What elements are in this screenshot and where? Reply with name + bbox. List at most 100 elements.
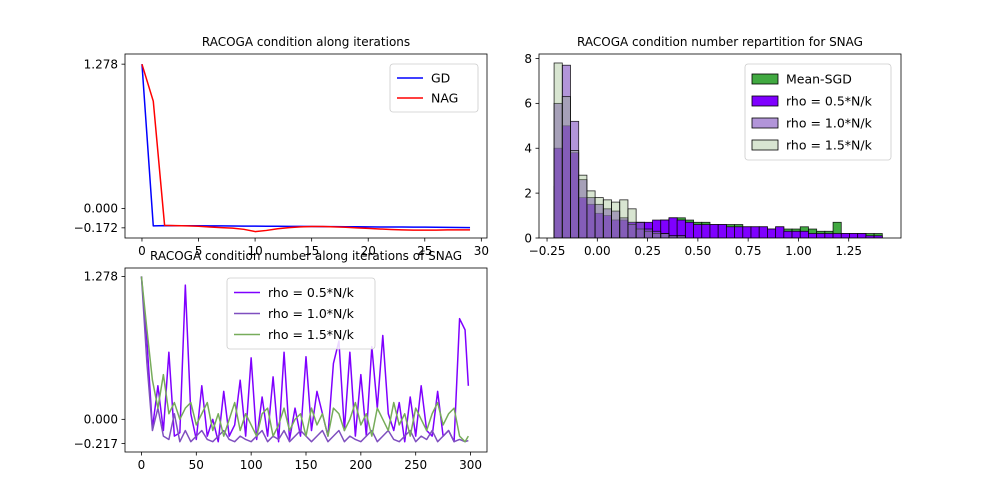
legend-1: Mean-SGD rho = 0.5*N/k rho = 1.0*N/k rho = … xyxy=(744,63,892,161)
x-tick-label-0-5: 25 xyxy=(417,244,432,258)
bar-1-1-25 xyxy=(758,226,768,238)
bar-1-1-30 xyxy=(799,230,809,238)
bar-1-1-17 xyxy=(693,224,703,238)
bar-1-1-31 xyxy=(808,233,818,238)
bar-1-1-16 xyxy=(684,221,694,238)
legend-label-1-0: Mean-SGD xyxy=(786,72,852,87)
x-tick-label-1-3: 0.50 xyxy=(685,244,712,258)
x-tick-label-1-6: 1.25 xyxy=(835,244,862,258)
bar-1-3-5 xyxy=(594,197,604,238)
x-tick-label-0-1: 5 xyxy=(195,244,203,258)
x-tick-label-2-3: 150 xyxy=(295,458,318,472)
chart-panel-0: 0 5 10 15 20 25 30 1.278 0.000 −0.172 RACOGA condi… xyxy=(74,35,489,258)
y-tick-label-1-2: 4 xyxy=(524,142,532,156)
legend-box-0 xyxy=(389,63,479,113)
chart-title-2: RACOGA condition number along iterations… xyxy=(150,249,462,263)
bar-1-1-29 xyxy=(791,230,801,238)
bar-1-1-19 xyxy=(709,224,719,238)
x-tick-label-2-4: 200 xyxy=(349,458,372,472)
y-tick-label-0-2: −0.172 xyxy=(74,221,118,235)
bar-1-3-2 xyxy=(570,150,580,238)
bar-1-1-34 xyxy=(832,233,842,238)
x-tick-label-2-6: 300 xyxy=(459,458,482,472)
bar-1-3-11 xyxy=(643,228,653,238)
series-line-2-2 xyxy=(140,276,469,443)
bar-1-3-12 xyxy=(652,230,662,238)
y-tick-label-1-0: 0 xyxy=(524,231,532,245)
x-tick-label-1-0: −0.25 xyxy=(529,244,566,258)
bar-1-1-15 xyxy=(676,219,686,238)
bar-1-3-8 xyxy=(619,199,629,238)
bar-1-1-24 xyxy=(750,226,760,238)
x-tick-label-2-1: 50 xyxy=(189,458,204,472)
y-tick-label-1-3: 6 xyxy=(524,97,532,111)
x-tick-label-0-4: 20 xyxy=(361,244,376,258)
bar-1-3-10 xyxy=(635,221,645,238)
series-line-2-0 xyxy=(140,276,470,443)
x-tick-label-2-0: 0 xyxy=(138,458,146,472)
legend-swatch-1-1 xyxy=(751,95,779,107)
x-tick-label-0-0: 0 xyxy=(138,244,146,258)
bar-1-3-0 xyxy=(553,62,563,238)
bar-1-3-6 xyxy=(602,199,612,238)
legend-box-2 xyxy=(226,277,376,350)
y-tick-label-0-0: 1.278 xyxy=(84,57,118,71)
x-tick-label-2-2: 100 xyxy=(240,458,263,472)
x-tick-label-1-4: 0.75 xyxy=(735,244,762,258)
chart-title-0: RACOGA condition along iterations xyxy=(202,35,410,49)
plot-area-1 xyxy=(553,62,883,238)
legend-label-1-1: rho = 0.5*N/k xyxy=(786,94,873,109)
legend-label-2-0: rho = 0.5*N/k xyxy=(268,285,355,300)
legend-label-2-1: rho = 1.0*N/k xyxy=(268,306,355,321)
bar-1-1-35 xyxy=(840,233,850,238)
bar-1-1-32 xyxy=(816,233,826,238)
bar-1-1-18 xyxy=(701,224,711,238)
y-tick-label-2-1: 0.000 xyxy=(84,413,118,427)
bar-1-3-4 xyxy=(586,190,596,238)
legend-box-1 xyxy=(744,63,892,161)
chart-panel-2: 0 50 100 150 200 250 300 1.278 0.000 −0.217 RACOGA… xyxy=(74,249,488,472)
bar-1-1-22 xyxy=(734,226,744,238)
legend-label-2-2: rho = 1.5*N/k xyxy=(268,327,355,342)
legend-2: rho = 0.5*N/k rho = 1.0*N/k rho = 1.5*N/k xyxy=(226,277,376,350)
bar-1-1-33 xyxy=(824,233,834,238)
plot-area-2 xyxy=(140,276,470,443)
legend-swatch-1-3 xyxy=(751,139,779,151)
axes-frame-0 xyxy=(124,53,488,239)
y-tick-label-1-1: 2 xyxy=(524,186,532,200)
legend-label-0-1: NAG xyxy=(431,91,458,106)
x-tick-label-1-2: 0.25 xyxy=(634,244,661,258)
legend-swatch-1-0 xyxy=(751,73,779,85)
chart-title-1: RACOGA condition number repartition for … xyxy=(577,35,863,49)
x-tick-label-1-5: 1.00 xyxy=(785,244,812,258)
axes-frame-1 xyxy=(538,53,902,239)
bar-1-3-3 xyxy=(578,174,588,238)
bar-1-1-26 xyxy=(767,228,777,238)
bar-1-1-23 xyxy=(742,226,752,238)
bar-1-1-37 xyxy=(857,233,867,238)
y-tick-label-2-0: 1.278 xyxy=(84,270,118,284)
x-tick-label-0-2: 10 xyxy=(247,244,262,258)
x-tick-label-2-5: 250 xyxy=(404,458,427,472)
series-line-0-1 xyxy=(141,63,471,233)
bar-1-1-36 xyxy=(849,233,859,238)
bar-1-1-14 xyxy=(668,217,678,238)
legend-0: GD NAG xyxy=(389,63,479,113)
bar-1-3-1 xyxy=(561,96,571,238)
bar-1-3-7 xyxy=(611,201,621,238)
y-tick-label-1-4: 8 xyxy=(524,52,532,66)
legend-label-1-3: rho = 1.5*N/k xyxy=(786,138,873,153)
legend-swatch-1-2 xyxy=(751,117,779,129)
bar-1-1-28 xyxy=(783,230,793,238)
y-tick-label-0-1: 0.000 xyxy=(84,202,118,216)
bar-1-1-27 xyxy=(775,226,785,238)
x-tick-label-1-1: 0.00 xyxy=(584,244,611,258)
plot-area-0 xyxy=(141,63,471,233)
y-tick-label-2-2: −0.217 xyxy=(74,437,118,451)
chart-panel-1: −0.25 0.00 0.25 0.50 0.75 1.00 1.25 0 2 4 6 8 RACOGA… xyxy=(524,35,902,258)
bar-1-3-9 xyxy=(627,208,637,238)
bar-1-1-21 xyxy=(726,226,736,238)
bar-1-1-20 xyxy=(717,224,727,238)
legend-label-0-0: GD xyxy=(431,71,450,86)
